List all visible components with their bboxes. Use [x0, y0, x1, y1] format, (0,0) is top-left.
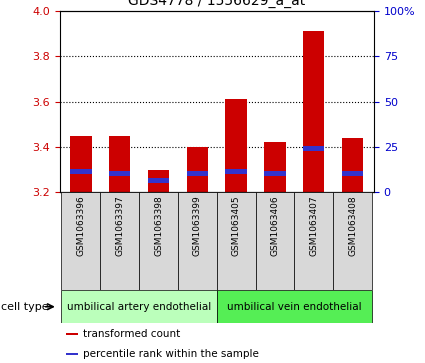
Bar [100, 192, 139, 290]
Bar [255, 192, 295, 290]
Bar [62, 192, 100, 290]
Bar [303, 146, 325, 151]
Bar [148, 170, 169, 192]
Bar [109, 136, 130, 192]
Bar [148, 178, 169, 183]
Bar [187, 171, 208, 176]
Bar [217, 290, 372, 323]
Bar [217, 192, 255, 290]
Bar [264, 171, 286, 176]
Text: percentile rank within the sample: percentile rank within the sample [83, 349, 259, 359]
Bar [139, 192, 178, 290]
Text: GSM1063396: GSM1063396 [76, 195, 85, 256]
Text: umbilical vein endothelial: umbilical vein endothelial [227, 302, 362, 312]
Text: GSM1063398: GSM1063398 [154, 195, 163, 256]
Title: GDS4778 / 1556629_a_at: GDS4778 / 1556629_a_at [128, 0, 306, 8]
Bar [109, 171, 130, 176]
Text: GSM1063397: GSM1063397 [115, 195, 124, 256]
Text: GSM1063408: GSM1063408 [348, 195, 357, 256]
Text: umbilical artery endothelial: umbilical artery endothelial [67, 302, 211, 312]
Bar [66, 333, 78, 335]
Bar [342, 138, 363, 192]
Bar [178, 192, 217, 290]
Bar [226, 99, 247, 192]
Bar [342, 171, 363, 176]
Text: cell type: cell type [1, 302, 49, 312]
Bar [66, 353, 78, 355]
Text: GSM1063399: GSM1063399 [193, 195, 202, 256]
Text: GSM1063406: GSM1063406 [270, 195, 280, 256]
Text: transformed count: transformed count [83, 329, 180, 339]
Bar [295, 192, 333, 290]
Bar [264, 142, 286, 192]
Bar [70, 136, 91, 192]
Text: GSM1063407: GSM1063407 [309, 195, 318, 256]
Bar [226, 168, 247, 174]
Text: GSM1063405: GSM1063405 [232, 195, 241, 256]
Bar [62, 290, 217, 323]
Bar [303, 31, 325, 192]
Bar [333, 192, 372, 290]
Bar [187, 147, 208, 192]
Bar [70, 168, 91, 174]
